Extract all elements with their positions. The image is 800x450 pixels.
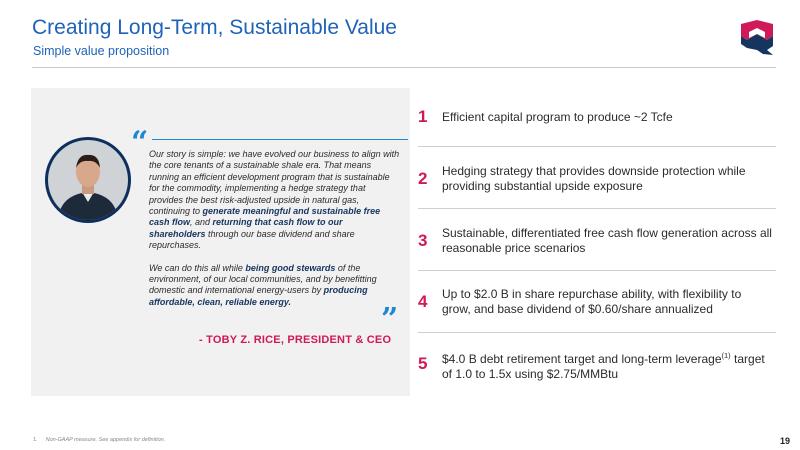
item-text: Sustainable, differentiated free cash fl…	[442, 226, 772, 255]
slide-title: Creating Long-Term, Sustainable Value	[32, 16, 397, 39]
item-text: $4.0 B debt retirement target and long-t…	[442, 349, 772, 381]
quote-paragraph-1: Our story is simple: we have evolved our…	[149, 149, 401, 252]
list-divider	[418, 270, 776, 271]
quote-emphasis: returning that cash flow to our sharehol…	[149, 217, 343, 239]
quote-run: through our base dividend and share repu…	[149, 228, 355, 251]
item-number: 4	[418, 292, 428, 311]
quote-attribution: - TOBY Z. RICE, PRESIDENT & CEO	[199, 334, 392, 346]
ceo-quote: Our story is simple: we have evolved our…	[149, 149, 401, 308]
list-divider	[418, 208, 776, 209]
quote-run: We can do this all while	[149, 262, 246, 273]
close-quote-mark: ”	[381, 302, 399, 337]
list-divider	[418, 332, 776, 333]
header-divider	[32, 67, 776, 68]
quote-run: , and	[190, 217, 213, 228]
item-number: 3	[418, 231, 428, 250]
quote-run: Our story is simple: we have evolved our…	[149, 149, 400, 217]
item-number: 2	[418, 169, 428, 188]
item-number: 5	[418, 354, 428, 373]
item-text: Efficient capital program to produce ~2 …	[442, 110, 673, 124]
ceo-portrait	[45, 137, 131, 223]
list-divider	[418, 146, 776, 147]
footnote-number: 1.	[33, 437, 38, 443]
footnote-reference: (1)	[721, 351, 731, 360]
footnote-text: Non-GAAP measure. See appendix for defin…	[45, 437, 166, 443]
footnote: 1. Non-GAAP measure. See appendix for def…	[33, 437, 165, 443]
quote-run: of the environment, of our local communi…	[149, 262, 377, 296]
item-number: 1	[418, 107, 428, 126]
company-logo-icon	[741, 20, 773, 55]
item-text: Up to $2.0 B in share repurchase ability…	[442, 287, 742, 316]
quote-emphasis: generate meaningful and sustainable free…	[149, 206, 381, 228]
page-number: 19	[780, 436, 791, 446]
quote-emphasis: being good stewards	[245, 262, 336, 273]
item-text-part-1: $4.0 B debt retirement target and long-t…	[442, 352, 722, 366]
open-quote-mark: “	[131, 125, 149, 160]
quote-emphasis: producing affordable, clean, reliable en…	[149, 285, 368, 307]
item-text: Hedging strategy that provides downside …	[442, 164, 746, 193]
slide-subtitle: Simple value proposition	[33, 44, 170, 58]
item-text-part-2: target of 1.0 to 1.5x using $2.75/MMBtu	[442, 352, 765, 381]
person-icon	[48, 140, 128, 220]
quote-paragraph-2: We can do this all while being good stew…	[149, 263, 401, 309]
quote-rule	[152, 139, 408, 140]
